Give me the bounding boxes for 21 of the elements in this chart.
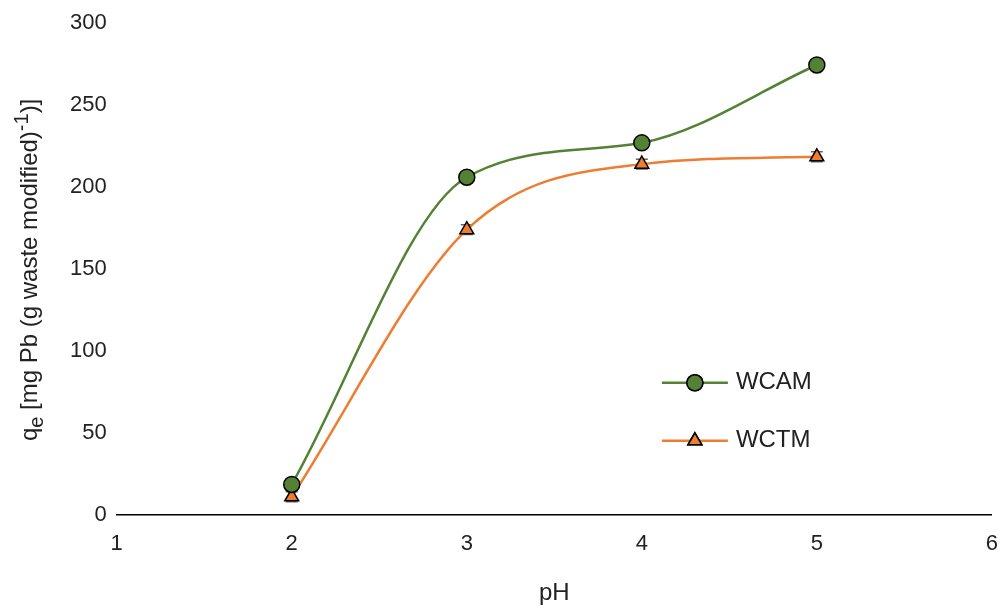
y-tick-label: 300 [69, 9, 107, 35]
legend-label: WCTM [735, 425, 811, 453]
point [808, 56, 826, 74]
legend-label: WCAM [735, 367, 812, 395]
y-tick-label: 0 [94, 500, 107, 526]
x-tick-label: 5 [810, 530, 823, 556]
y-tick-label: 250 [69, 91, 107, 117]
x-axis-title: pH [538, 578, 570, 606]
y-tick-label: 50 [82, 418, 107, 444]
point [459, 220, 475, 235]
point [633, 134, 651, 152]
y-tick-label: 100 [69, 337, 107, 362]
point [282, 475, 301, 494]
point [458, 168, 476, 186]
x-tick-label: 4 [635, 530, 648, 556]
x-tick-label: 6 [985, 530, 999, 556]
y-tick-label: 200 [69, 173, 107, 199]
x-tick-label: 1 [110, 530, 123, 556]
y-tick-label: 150 [69, 255, 107, 281]
x-tick-label: 3 [460, 530, 473, 556]
x-tick-label: 2 [285, 530, 298, 556]
